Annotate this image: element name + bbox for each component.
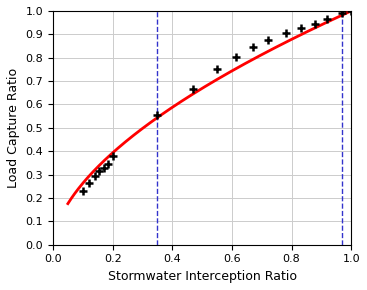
Point bbox=[250, 45, 256, 50]
Point bbox=[298, 26, 304, 31]
Point bbox=[105, 162, 111, 166]
Point bbox=[96, 169, 102, 173]
Point bbox=[283, 31, 288, 35]
Point bbox=[265, 38, 271, 43]
X-axis label: Stormwater Interception Ratio: Stormwater Interception Ratio bbox=[108, 270, 297, 283]
Point bbox=[80, 189, 86, 193]
Point bbox=[110, 154, 116, 158]
Point bbox=[313, 21, 319, 26]
Point bbox=[101, 165, 107, 170]
Point bbox=[324, 17, 330, 21]
Point bbox=[155, 113, 160, 117]
Y-axis label: Load Capture Ratio: Load Capture Ratio bbox=[7, 68, 20, 188]
Point bbox=[339, 11, 345, 16]
Point bbox=[348, 9, 354, 13]
Point bbox=[86, 180, 92, 185]
Point bbox=[190, 87, 196, 92]
Point bbox=[233, 54, 239, 59]
Point bbox=[92, 173, 98, 178]
Point bbox=[214, 67, 220, 72]
